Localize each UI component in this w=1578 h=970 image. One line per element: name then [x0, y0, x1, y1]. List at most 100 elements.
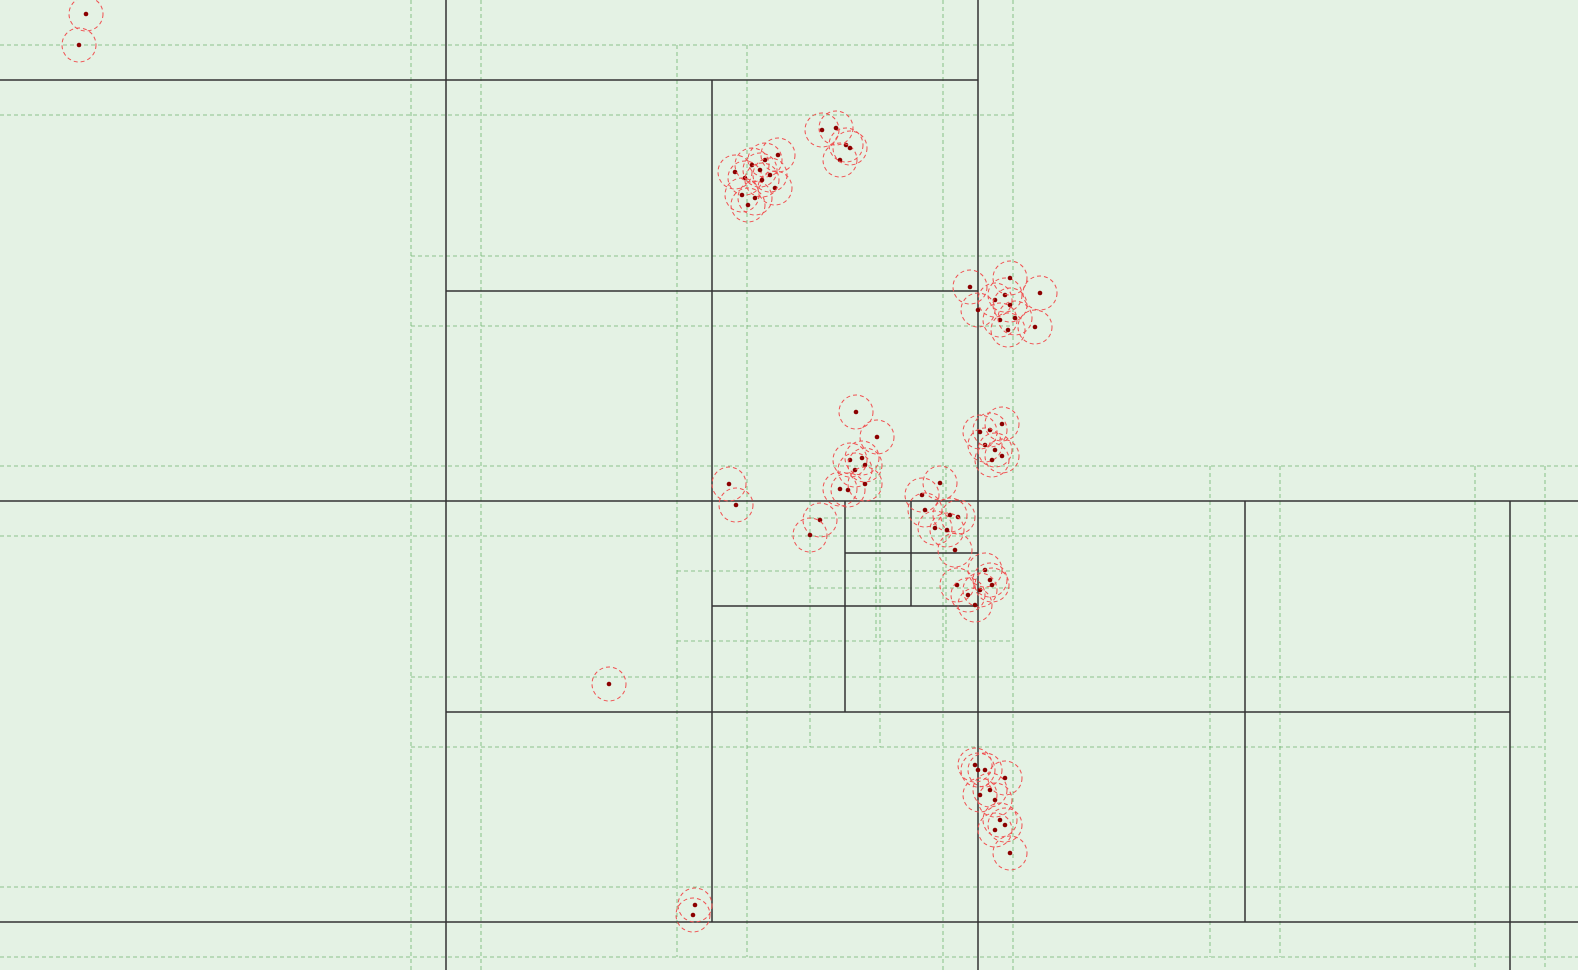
point-radius — [940, 499, 976, 535]
point-radius — [937, 532, 973, 568]
point-radius — [847, 466, 883, 502]
point — [975, 767, 981, 773]
point-radius — [847, 447, 883, 483]
point — [759, 177, 765, 183]
point-radius — [960, 752, 996, 788]
point-radius — [792, 517, 828, 553]
point-radius — [977, 432, 1013, 468]
point — [859, 455, 865, 461]
point — [733, 502, 739, 508]
point-radius — [837, 452, 873, 488]
point-radius — [760, 137, 796, 173]
point-radius — [675, 897, 711, 933]
point — [1037, 290, 1043, 296]
point — [1002, 775, 1008, 781]
point-radius — [972, 412, 1008, 448]
point — [775, 152, 781, 158]
point — [732, 169, 738, 175]
point-radius — [724, 177, 760, 213]
point-radius — [982, 802, 1018, 838]
point — [692, 902, 698, 908]
point-radius — [977, 812, 1013, 848]
point — [1005, 327, 1011, 333]
point-radius — [952, 269, 988, 305]
point — [952, 547, 958, 553]
point — [947, 512, 953, 518]
point — [752, 195, 758, 201]
point-radius — [997, 300, 1033, 336]
point-radius — [832, 442, 868, 478]
point — [817, 517, 823, 523]
point-radius — [984, 406, 1020, 442]
point — [965, 592, 971, 598]
point-radius — [990, 312, 1026, 348]
point — [1007, 850, 1013, 856]
point-radius — [932, 497, 968, 533]
point — [1007, 275, 1013, 281]
point — [937, 480, 943, 486]
point-radius — [987, 807, 1023, 843]
point — [919, 492, 925, 498]
point — [757, 167, 763, 173]
points — [61, 0, 1058, 933]
point-radius — [972, 562, 1008, 598]
point-radius — [822, 142, 858, 178]
point — [762, 157, 768, 163]
point — [745, 202, 751, 208]
point — [76, 42, 82, 48]
point — [992, 827, 998, 833]
point-radius — [830, 472, 866, 508]
point — [944, 527, 950, 533]
point — [987, 577, 993, 583]
point — [992, 797, 998, 803]
point — [862, 481, 868, 487]
point — [967, 284, 973, 290]
point-radius — [907, 492, 943, 528]
point-radius — [832, 130, 868, 166]
point — [932, 525, 938, 531]
point — [749, 162, 755, 168]
point-radius — [677, 887, 713, 923]
point — [862, 462, 868, 468]
point — [922, 507, 928, 513]
point — [853, 409, 859, 415]
point-radius — [859, 419, 895, 455]
point-radius — [992, 835, 1028, 871]
point-radius — [987, 760, 1023, 796]
point-radius — [974, 567, 1010, 603]
point-radius — [904, 477, 940, 513]
point — [807, 532, 813, 538]
point-radius — [844, 440, 880, 476]
point — [690, 912, 696, 918]
point — [847, 145, 853, 151]
point-radius — [977, 782, 1013, 818]
point-radius — [992, 260, 1028, 296]
point-radius — [982, 302, 1018, 338]
point-radius — [939, 567, 975, 603]
point-radius — [752, 157, 788, 193]
point-radius — [967, 552, 1003, 588]
point-radius — [974, 442, 1010, 478]
point-radius — [972, 772, 1008, 808]
point-radius — [591, 666, 627, 702]
point — [852, 467, 858, 473]
point-radius — [757, 170, 793, 206]
point — [977, 429, 983, 435]
point — [1002, 822, 1008, 828]
point-radius — [960, 292, 996, 328]
point — [999, 421, 1005, 427]
point-radius — [922, 465, 958, 501]
point — [954, 582, 960, 588]
point — [987, 787, 993, 793]
point-radius — [977, 282, 1013, 318]
point — [992, 447, 998, 453]
point-radius — [838, 394, 874, 430]
point-radius — [717, 154, 753, 190]
point-radius — [929, 512, 965, 548]
point-radius — [1022, 275, 1058, 311]
point-radius — [987, 277, 1023, 313]
